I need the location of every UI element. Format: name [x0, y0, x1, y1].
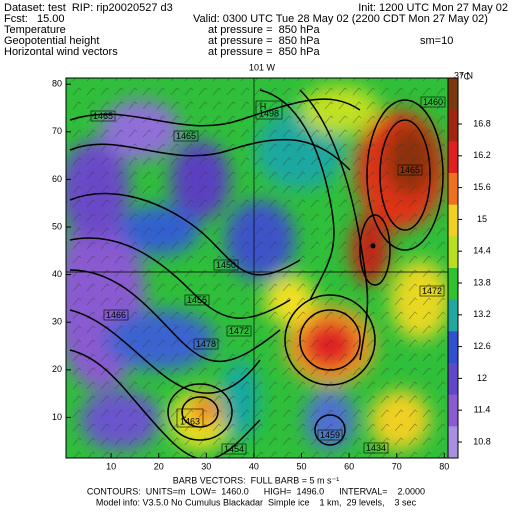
colorbar-swatch	[448, 236, 458, 269]
colorbar-label: 12.6	[473, 341, 491, 351]
contour-label: 1465	[176, 131, 196, 141]
meridian-label: 101 W	[249, 62, 276, 72]
contour-label: 1434	[366, 443, 386, 453]
contour-label: 1478	[196, 339, 216, 349]
colorbar-label: 14.4	[473, 246, 491, 256]
x-tick-label: 40	[249, 461, 259, 471]
colorbar-label: 16.8	[473, 118, 491, 128]
valid: Valid: 0300 UTC Tue 28 May 02 (2200 CDT …	[193, 13, 488, 25]
colorbar-swatch	[448, 78, 458, 111]
colorbar-label: 15.6	[473, 182, 491, 192]
x-tick-label: 80	[439, 461, 449, 471]
colorbar-label: 12	[477, 373, 487, 383]
contour-label-box	[90, 110, 116, 122]
x-tick-label: 10	[106, 461, 116, 471]
contour-label: 1465	[93, 111, 113, 121]
contour-label: 1465	[400, 165, 420, 175]
x-tick-label: 20	[154, 461, 164, 471]
colorbar-swatch	[448, 363, 458, 396]
contour-label: 1459	[320, 430, 340, 440]
contour-label: 1472	[229, 326, 249, 336]
y-tick-label: 20	[52, 364, 62, 374]
colorbar-label: 15	[477, 214, 487, 224]
contour-label-box	[363, 442, 389, 454]
contour-label-box	[173, 130, 199, 142]
colorbar-swatch	[448, 268, 458, 301]
colorbar-swatch	[448, 331, 458, 364]
colorbar-swatch	[448, 141, 458, 174]
field-level: at pressure = 850 hPa	[208, 24, 320, 36]
x-tick-label: 70	[392, 461, 402, 471]
field-name: Temperature	[4, 24, 66, 36]
colorbar-swatch	[448, 109, 458, 142]
colorbar-swatch	[448, 426, 458, 459]
temperature-field	[66, 78, 448, 458]
contour-label-box	[213, 259, 239, 271]
field-level: at pressure = 850 hPa	[208, 35, 320, 47]
extremum-symbol: L	[181, 409, 186, 419]
contour-label: 1460	[423, 97, 443, 107]
barb-info: BARB VECTORS: FULL BARB = 5 m s⁻¹	[173, 475, 340, 485]
contour-label-box	[103, 309, 129, 321]
x-tick-label: 60	[344, 461, 354, 471]
x-tick-label: 30	[201, 461, 211, 471]
y-tick-label: 10	[52, 412, 62, 422]
map-annotations: 10 20 30 40 50 60 70 80 10 20 30 40 50 60 70 80 1465 1460…	[52, 79, 449, 472]
site-dot	[370, 243, 376, 249]
extremum-symbol: H	[260, 101, 267, 111]
contour-label: 1454	[224, 444, 244, 454]
colorbar-label: 16.2	[473, 150, 491, 160]
colorbar-unit: °C	[460, 71, 471, 81]
y-tick-label: 60	[52, 174, 62, 184]
y-tick-label: 30	[52, 317, 62, 327]
dataset: Dataset: test RIP: rip20020527 d3	[4, 2, 173, 14]
colorbar-swatch	[448, 394, 458, 427]
y-tick-label: 40	[52, 269, 62, 279]
parallel-label: 37 N	[454, 70, 473, 80]
extremum-value: 1498	[259, 108, 279, 118]
contour-label-box	[317, 429, 343, 441]
contour-label-box	[226, 325, 252, 337]
forecast: Fcst: 15.00	[4, 13, 65, 25]
x-tick-label: 50	[296, 461, 306, 471]
colorbar: 16.8 16.2 15.6 15 14.4 13.8 13.2 12.6 12 11.4 10.8	[447, 77, 491, 459]
extremum-box	[255, 100, 283, 120]
y-tick-label: 70	[52, 126, 62, 136]
contour-label: 1472	[422, 286, 442, 296]
colorbar-swatch	[448, 173, 458, 206]
contour-label-box	[221, 443, 247, 455]
contour-label: 1455	[187, 295, 207, 305]
model-info: Model info: V3.5.0 No Cumulus Blackadar …	[96, 497, 417, 507]
field-name: Horizontal wind vectors	[4, 46, 118, 58]
extremum-value: 1463	[180, 416, 200, 426]
contour-label: 1466	[106, 310, 126, 320]
contour-label-box	[420, 96, 446, 108]
contour-label-box	[184, 294, 210, 306]
contour-label: 1450	[216, 260, 236, 270]
contour-label-box	[397, 164, 423, 176]
colorbar-swatch	[448, 204, 458, 237]
y-tick-label: 80	[52, 79, 62, 89]
contour-label-box	[419, 285, 445, 297]
colorbar-label: 13.8	[473, 277, 491, 287]
init: Init: 1200 UTC Mon 27 May 02	[358, 2, 508, 14]
colorbar-frame	[447, 77, 459, 459]
colorbar-swatch	[448, 299, 458, 332]
colorbar-label: 11.4	[474, 405, 491, 415]
smoothing: sm=10	[420, 35, 453, 47]
field-name: Geopotential height	[4, 35, 99, 47]
contour-label-box	[193, 338, 219, 350]
colorbar-label: 13.2	[473, 309, 491, 319]
field-level: at pressure = 850 hPa	[208, 46, 320, 58]
extremum-box	[176, 408, 204, 428]
y-tick-label: 50	[52, 221, 62, 231]
colorbar-label: 10.8	[473, 436, 491, 446]
contour-info: CONTOURS: UNITS=m LOW= 1460.0 HIGH= 1496…	[87, 486, 425, 496]
